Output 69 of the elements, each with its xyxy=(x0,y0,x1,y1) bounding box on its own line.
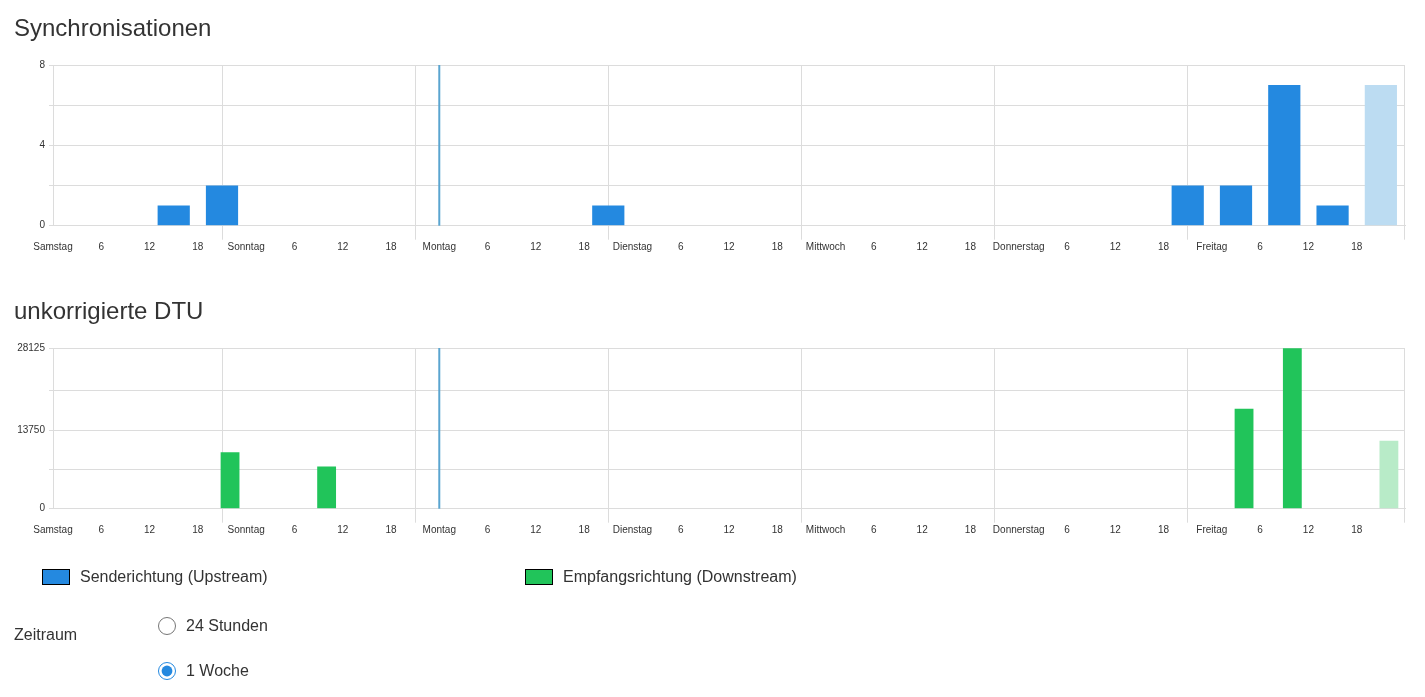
x-tick-label: Donnerstag xyxy=(992,241,1045,253)
x-tick-label: 6 xyxy=(1064,524,1071,536)
x-tick-label: 18 xyxy=(964,524,977,536)
x-tick-label: 6 xyxy=(1064,241,1071,253)
x-tick-label: 12 xyxy=(144,524,156,536)
x-tick-label: 18 xyxy=(192,241,204,253)
x-tick-label: 18 xyxy=(1158,241,1170,253)
x-tick-label: 6 xyxy=(291,241,298,253)
x-tick-label: Freitag xyxy=(1196,524,1228,536)
x-tick-label: 18 xyxy=(1351,524,1363,536)
x-tick-label: 6 xyxy=(871,524,878,536)
x-tick-label: 18 xyxy=(964,241,977,253)
x-tick-label: 12 xyxy=(1109,524,1122,536)
y-tick-label: 4 xyxy=(39,139,46,151)
x-tick-label: Samstag xyxy=(33,524,73,536)
chart-title: unkorrigierte DTU xyxy=(14,297,204,325)
x-tick-label: 6 xyxy=(871,241,878,253)
x-tick-label: 18 xyxy=(192,524,204,536)
x-tick-label: Montag xyxy=(422,241,456,253)
x-tick-label: 12 xyxy=(1302,241,1315,253)
x-tick-label: 18 xyxy=(385,241,397,253)
x-tick-label: 12 xyxy=(144,241,156,253)
x-tick-label: 12 xyxy=(723,241,735,253)
x-tick-label: 12 xyxy=(1109,241,1122,253)
x-tick-label: 12 xyxy=(916,241,929,253)
x-tick-label: Sonntag xyxy=(227,241,265,253)
x-tick-label: Dienstag xyxy=(612,524,653,536)
x-tick-label: 12 xyxy=(337,241,349,253)
x-tick-label: 6 xyxy=(98,241,105,253)
x-tick-label: 12 xyxy=(530,524,542,536)
chart-title: Synchronisationen xyxy=(14,14,212,42)
x-tick-label: 6 xyxy=(677,524,684,536)
x-tick-label: 12 xyxy=(1302,524,1315,536)
x-tick-label: 18 xyxy=(1351,241,1363,253)
x-tick-label: 18 xyxy=(771,524,784,536)
x-tick-label: Mittwoch xyxy=(805,524,846,536)
x-tick-label: 6 xyxy=(1257,241,1264,253)
x-tick-label: 6 xyxy=(291,524,298,536)
y-tick-label: 0 xyxy=(39,502,46,514)
x-tick-label: 6 xyxy=(484,524,491,536)
x-tick-label: 12 xyxy=(916,524,929,536)
x-tick-label: Montag xyxy=(422,524,456,536)
x-tick-label: Donnerstag xyxy=(992,524,1045,536)
text: 1 Woche xyxy=(186,662,249,680)
x-tick-label: 6 xyxy=(484,241,491,253)
x-tick-label: 12 xyxy=(530,241,542,253)
y-tick-label: 28125 xyxy=(17,341,46,353)
x-tick-label: 18 xyxy=(578,241,591,253)
x-tick-label: 18 xyxy=(385,524,397,536)
y-tick-label: 13750 xyxy=(17,423,46,435)
x-tick-label: 18 xyxy=(578,524,591,536)
x-tick-label: Sonntag xyxy=(227,524,265,536)
x-tick-label: 18 xyxy=(1158,524,1170,536)
x-tick-label: 6 xyxy=(677,241,684,253)
x-tick-label: 6 xyxy=(1257,524,1264,536)
text: 24 Stunden xyxy=(186,617,268,635)
text: Zeitraum xyxy=(14,626,78,644)
x-tick-label: 12 xyxy=(723,524,735,536)
x-tick-label: Freitag xyxy=(1196,241,1228,253)
x-tick-label: Mittwoch xyxy=(805,241,846,253)
y-tick-label: 8 xyxy=(39,58,46,70)
y-tick-label: 0 xyxy=(39,219,46,231)
x-tick-label: Samstag xyxy=(33,241,73,253)
legend-label: Senderichtung (Upstream) xyxy=(80,568,268,586)
x-tick-label: 6 xyxy=(98,524,105,536)
x-tick-label: 18 xyxy=(771,241,784,253)
x-tick-label: Dienstag xyxy=(612,241,653,253)
legend-label: Empfangsrichtung (Downstream) xyxy=(563,568,797,586)
x-tick-label: 12 xyxy=(337,524,349,536)
